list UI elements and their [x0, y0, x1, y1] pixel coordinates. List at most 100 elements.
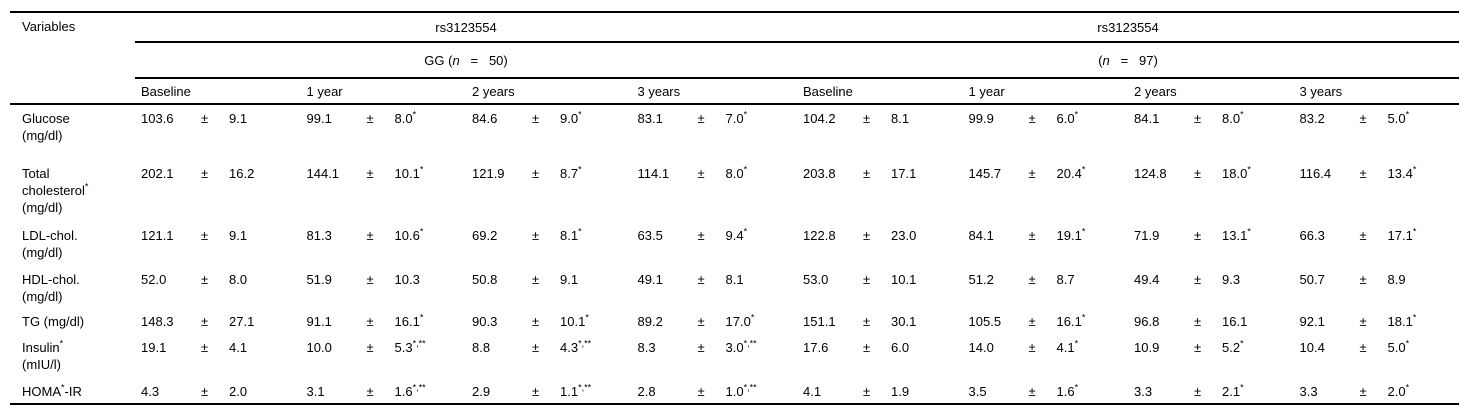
mean-value: 99.9	[968, 111, 994, 126]
value-cell: 92.1 ±18.1*	[1294, 308, 1460, 334]
time-header-3years-2: 3 years	[1293, 78, 1460, 105]
mean-value: 8.8	[472, 340, 491, 355]
variable-label: HOMA*-IR	[10, 378, 135, 405]
value-cell: 105.5 ±16.1*	[963, 308, 1129, 334]
sd-value: 13.1*	[1222, 226, 1251, 243]
significance-marker: *	[1405, 382, 1410, 393]
value-cell: 89.2 ±17.0*	[632, 308, 798, 334]
variable-label: Total cholesterol* (mg/dl)	[22, 166, 89, 215]
sd-value: 9.1	[229, 228, 248, 243]
mean-value: 19.1	[141, 340, 167, 355]
value-cell: 69.2 ±8.1*	[466, 222, 632, 266]
table-body: Glucose (mg/dl) 103.6 ±9.1 99.1 ±8.0* 84.6 ±9.0…	[10, 104, 1460, 405]
plus-minus-sign: ±	[1194, 272, 1202, 287]
mean-value: 84.1	[1134, 111, 1160, 126]
clinical-variables-table: Variables rs3123554 rs3123554 GG (n = 50…	[10, 11, 1460, 405]
sd-value: 10.1	[891, 272, 917, 287]
value-cell: 114.1 ±8.0*	[632, 160, 798, 222]
mean-value: 2.9	[472, 384, 491, 399]
value-cell: 81.3 ±10.6*	[301, 222, 467, 266]
plus-minus-sign: ±	[1028, 314, 1036, 329]
mean-value: 3.5	[968, 384, 987, 399]
significance-marker: *	[1240, 109, 1244, 120]
variable-label: Glucose (mg/dl)	[22, 111, 70, 143]
significance-marker: *	[1081, 164, 1086, 175]
value-cell: 144.1 ±10.1*	[301, 160, 467, 222]
corner-header-variables: Variables	[10, 11, 135, 105]
plus-minus-sign: ±	[532, 384, 540, 399]
table-row: HDL-chol. (mg/dl) 52.0 ±8.0 51.9 ±10.3 50.8 ±9.…	[10, 266, 1459, 308]
mean-value: 91.1	[306, 314, 332, 329]
plus-minus-sign: ±	[697, 340, 705, 355]
sd-value: 19.1*	[1056, 226, 1086, 243]
table-row: LDL-chol. (mg/dl) 121.1 ±9.1 81.3 ±10.6* 69.2 ±…	[10, 222, 1459, 266]
sd-value: 13.4*	[1387, 164, 1417, 181]
time-header-row: Baseline 1 year 2 years 3 years Baseline…	[10, 78, 1460, 105]
value-cell: 84.1 ±8.0*	[1128, 104, 1294, 160]
mean-value: 17.6	[803, 340, 829, 355]
sd-value: 4.1*	[1056, 338, 1079, 355]
value-cell: 121.9 ±8.7*	[466, 160, 632, 222]
plus-minus-sign: ±	[201, 314, 209, 329]
significance-marker: *	[1240, 382, 1244, 393]
mean-value: 8.3	[637, 340, 656, 355]
significance-marker: *	[1405, 109, 1410, 120]
plus-minus-sign: ±	[1359, 272, 1367, 287]
significance-marker: *	[1412, 312, 1417, 323]
variable-label: Insulin* (mIU/l)	[22, 338, 64, 372]
mean-value: 81.3	[306, 228, 332, 243]
sd-value: 4.1	[229, 340, 248, 355]
plus-minus-sign: ±	[366, 111, 374, 126]
value-cell: 10.9 ±5.2*	[1128, 334, 1294, 378]
value-cell: 8.8 ±4.3*,**	[466, 334, 632, 378]
variable-label: LDL-chol. (mg/dl)	[22, 228, 78, 260]
value-cell: 3.5 ±1.6*	[962, 378, 1129, 405]
value-cell: 99.1 ±8.0*	[301, 104, 467, 160]
sd-value: 16.1*	[394, 312, 424, 329]
mean-value: 84.1	[968, 228, 994, 243]
significance-marker: *,**	[578, 338, 592, 349]
time-header-2years-2: 2 years	[1128, 78, 1294, 105]
plus-minus-sign: ±	[201, 384, 209, 399]
sd-value: 17.1*	[1387, 226, 1417, 243]
plus-minus-sign: ±	[1028, 340, 1036, 355]
plus-minus-sign: ±	[1194, 111, 1202, 126]
significance-marker: *	[585, 312, 589, 323]
sd-value: 16.2	[229, 166, 255, 181]
value-cell: 151.1 ±30.1	[797, 308, 963, 334]
plus-minus-sign: ±	[1194, 314, 1202, 329]
sd-value: 2.0	[229, 384, 248, 399]
mean-value: 10.9	[1134, 340, 1160, 355]
mean-value: 84.6	[472, 111, 498, 126]
mean-value: 202.1	[141, 166, 174, 181]
value-cell: 83.1 ±7.0*	[632, 104, 798, 160]
mean-value: 2.8	[637, 384, 656, 399]
mean-value: 4.3	[141, 384, 160, 399]
group-header-gg: rs3123554	[135, 11, 798, 43]
significance-marker: *	[578, 164, 582, 175]
sd-value: 1.1*,**	[560, 382, 592, 399]
time-header-baseline-2: Baseline	[797, 78, 963, 105]
mean-value: 116.4	[1299, 166, 1332, 181]
plus-minus-sign: ±	[1194, 228, 1202, 243]
sd-value: 18.0*	[1222, 164, 1251, 181]
mean-value: 104.2	[803, 111, 836, 126]
mean-value: 96.8	[1134, 314, 1160, 329]
plus-minus-sign: ±	[1359, 166, 1367, 181]
sd-value: 8.7*	[560, 164, 582, 181]
value-cell: 50.7 ±8.9	[1294, 266, 1460, 308]
mean-value: 53.0	[803, 272, 829, 287]
sd-value: 10.6*	[394, 226, 424, 243]
value-cell: 124.8 ±18.0*	[1128, 160, 1294, 222]
mean-value: 51.9	[306, 272, 332, 287]
mean-value: 121.1	[141, 228, 174, 243]
significance-marker: *	[578, 109, 582, 120]
time-header-baseline-1: Baseline	[135, 78, 301, 105]
variable-label: HDL-chol. (mg/dl)	[22, 272, 80, 304]
sd-value: 8.1*	[560, 226, 582, 243]
table-row: TG (mg/dl) 148.3 ±27.1 91.1 ±16.1* 90.3 ±10.1*…	[10, 308, 1459, 334]
plus-minus-sign: ±	[697, 272, 705, 287]
sd-value: 9.4*	[725, 226, 748, 243]
sd-value: 5.0*	[1387, 109, 1410, 126]
